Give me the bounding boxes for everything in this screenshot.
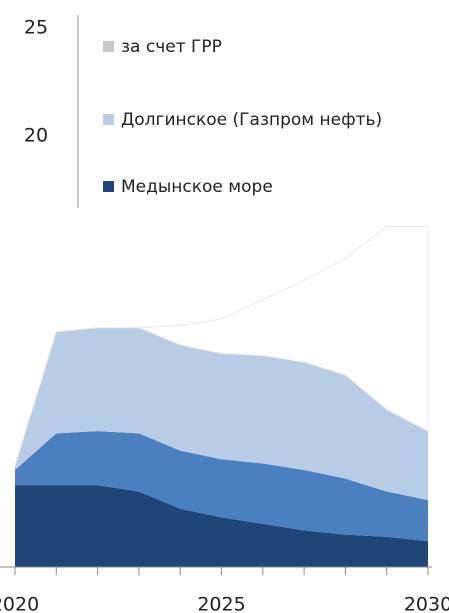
area <box>15 485 428 567</box>
area <box>15 431 428 542</box>
x-tick-label: 2025 <box>197 594 245 613</box>
y-tick-label: 25 <box>24 17 48 39</box>
area <box>15 327 428 501</box>
legend-label: Долгинское (Газпром нефть) <box>121 110 382 130</box>
legend-swatch <box>103 41 114 52</box>
legend-swatch <box>103 114 114 125</box>
legend-swatch <box>103 181 114 192</box>
y-tick-label: 20 <box>24 124 48 146</box>
x-tick-label: 2030 <box>404 594 449 613</box>
area <box>14 225 429 466</box>
legend-label: за счет ГРР <box>121 37 222 57</box>
legend-label: Медынское море <box>121 177 273 197</box>
